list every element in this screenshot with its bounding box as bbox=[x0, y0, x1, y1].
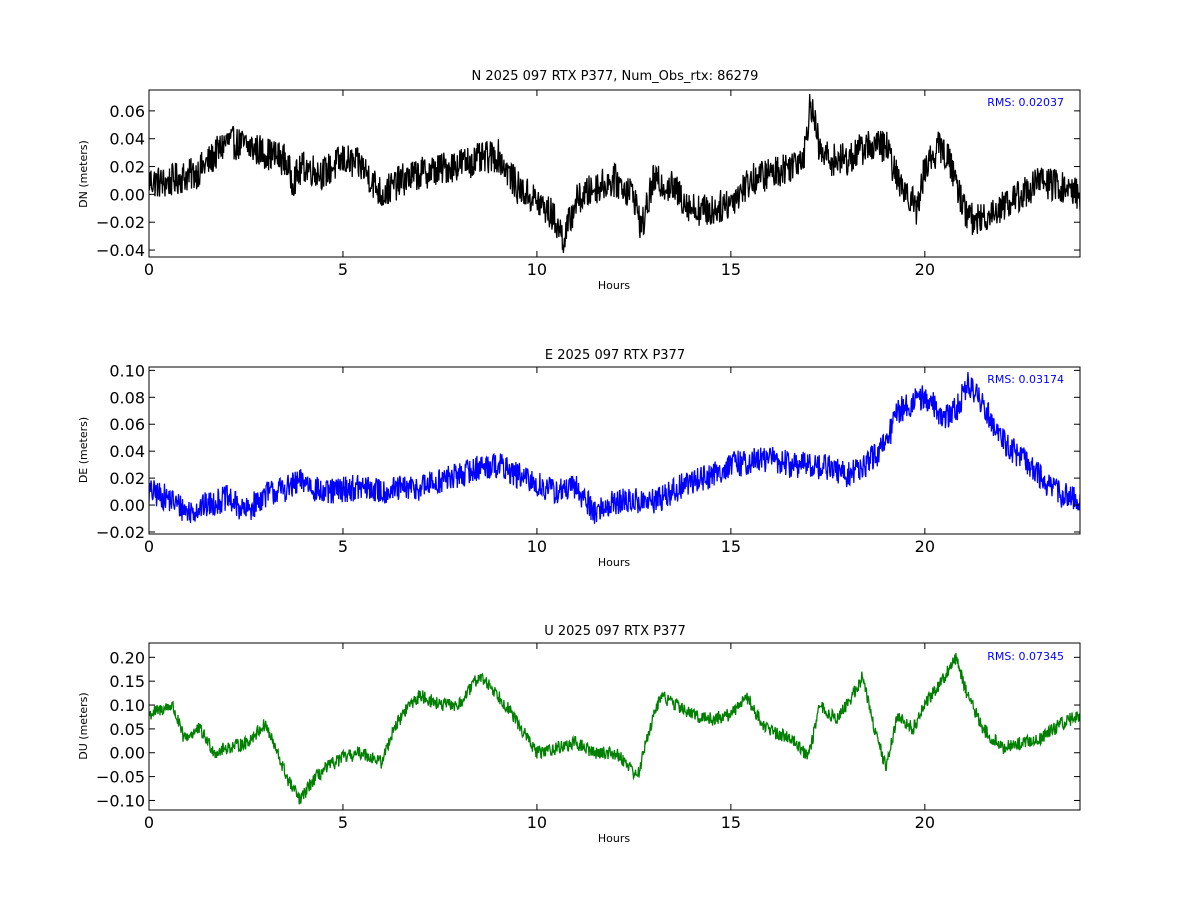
x-tick-label: 20 bbox=[915, 260, 935, 279]
y-tick-label: 0.02 bbox=[109, 158, 145, 177]
x-axis-label: Hours bbox=[598, 279, 630, 292]
x-axis-label: Hours bbox=[598, 556, 630, 569]
x-tick-label: 15 bbox=[721, 537, 741, 556]
y-tick-label: 0.04 bbox=[109, 130, 145, 149]
x-tick-label: 10 bbox=[527, 813, 547, 832]
y-tick-label: 0.06 bbox=[109, 415, 145, 434]
x-tick-label: 0 bbox=[144, 537, 154, 556]
y-tick-label: 0.10 bbox=[109, 696, 145, 715]
panel-north: N 2025 097 RTX P377, Num_Obs_rtx: 86279 … bbox=[77, 69, 1081, 292]
y-tick-label: 0.10 bbox=[109, 361, 145, 380]
y-tick-label: −0.02 bbox=[96, 213, 145, 232]
panel-east: E 2025 097 RTX P377 RMS: 0.03174 DE (met… bbox=[77, 348, 1081, 569]
plot-frame bbox=[148, 366, 1081, 535]
y-axis-label: DU (meters) bbox=[77, 692, 90, 759]
x-tick-label: 0 bbox=[144, 260, 154, 279]
y-tick-label: 0.00 bbox=[109, 496, 145, 515]
y-tick-label: 0.00 bbox=[109, 744, 145, 763]
plot-frame bbox=[148, 642, 1081, 811]
y-tick-label: 0.20 bbox=[109, 648, 145, 667]
panel-title: U 2025 097 RTX P377 bbox=[544, 624, 686, 639]
x-tick-label: 10 bbox=[527, 260, 547, 279]
plot-frame bbox=[148, 89, 1081, 258]
x-tick-label: 5 bbox=[338, 260, 348, 279]
series-line bbox=[149, 653, 1080, 805]
y-tick-label: 0.06 bbox=[109, 102, 145, 121]
y-tick-label: 0.08 bbox=[109, 388, 145, 407]
rms-annotation: RMS: 0.02037 bbox=[987, 96, 1064, 109]
y-axis-label: DN (meters) bbox=[77, 140, 90, 208]
y-tick-label: −0.10 bbox=[96, 791, 145, 810]
panel-up: U 2025 097 RTX P377 RMS: 0.07345 DU (met… bbox=[77, 624, 1081, 845]
x-axis-label: Hours bbox=[598, 832, 630, 845]
series-line bbox=[149, 94, 1080, 253]
panel-title: E 2025 097 RTX P377 bbox=[545, 348, 685, 363]
rms-annotation: RMS: 0.07345 bbox=[987, 650, 1064, 663]
rms-annotation: RMS: 0.03174 bbox=[987, 373, 1064, 386]
y-tick-label: 0.00 bbox=[109, 185, 145, 204]
y-axis-label: DE (meters) bbox=[77, 417, 90, 483]
y-tick-label: −0.02 bbox=[96, 523, 145, 542]
x-tick-label: 15 bbox=[721, 813, 741, 832]
x-tick-label: 20 bbox=[915, 537, 935, 556]
x-tick-label: 5 bbox=[338, 537, 348, 556]
x-tick-label: 10 bbox=[527, 537, 547, 556]
series-line bbox=[149, 372, 1080, 524]
y-tick-label: 0.05 bbox=[109, 720, 145, 739]
y-tick-label: 0.15 bbox=[109, 672, 145, 691]
y-tick-label: −0.05 bbox=[96, 768, 145, 787]
x-tick-label: 0 bbox=[144, 813, 154, 832]
x-tick-label: 5 bbox=[338, 813, 348, 832]
x-tick-label: 20 bbox=[915, 813, 935, 832]
y-tick-label: 0.04 bbox=[109, 442, 145, 461]
y-tick-label: −0.04 bbox=[96, 241, 145, 260]
x-tick-label: 15 bbox=[721, 260, 741, 279]
panel-title: N 2025 097 RTX P377, Num_Obs_rtx: 86279 bbox=[472, 69, 759, 84]
y-tick-label: 0.02 bbox=[109, 469, 145, 488]
